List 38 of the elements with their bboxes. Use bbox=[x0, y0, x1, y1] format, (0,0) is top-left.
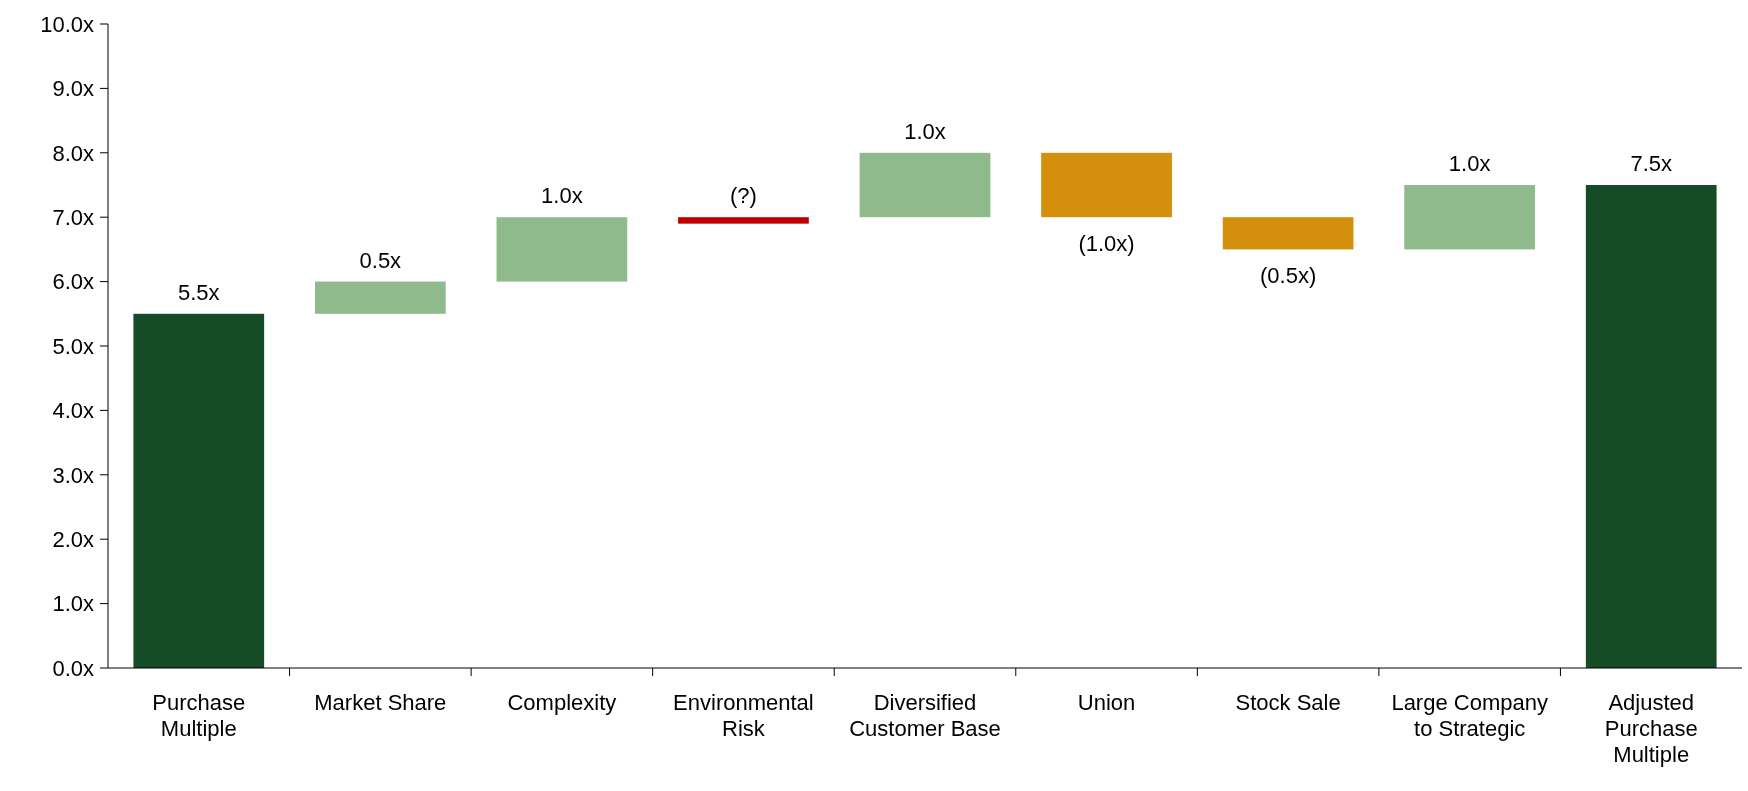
x-tick-label: Complexity bbox=[507, 690, 617, 715]
data-label: 5.5x bbox=[177, 279, 220, 305]
y-tick-label: 1.0x bbox=[52, 591, 94, 617]
y-tick-label: 7.0x bbox=[52, 204, 94, 230]
data-label: 1.0x bbox=[1448, 151, 1491, 176]
bar bbox=[678, 217, 809, 224]
y-tick-label: 2.0x bbox=[52, 526, 94, 552]
y-tick-label: 10.0x bbox=[40, 11, 94, 37]
bar bbox=[496, 217, 628, 282]
bar bbox=[859, 152, 991, 218]
x-tick-label: Stock Sale bbox=[1235, 690, 1341, 715]
data-label: 0.5x bbox=[359, 247, 402, 273]
bar bbox=[1585, 185, 1717, 668]
bar bbox=[1041, 152, 1172, 218]
bar bbox=[314, 281, 446, 314]
data-label: (0.5x) bbox=[1259, 263, 1317, 289]
x-tick-label: Adjusted Purchase Multiple bbox=[1604, 690, 1698, 767]
data-label: 1.0x bbox=[904, 118, 946, 144]
bar bbox=[133, 313, 265, 668]
data-label: 7.5x bbox=[1630, 151, 1673, 176]
y-tick-label: 8.0x bbox=[52, 140, 94, 166]
x-tick-label: Environmental Risk bbox=[673, 690, 814, 741]
x-tick-label: Large Company to Strategic bbox=[1391, 690, 1548, 741]
x-tick-label: Purchase Multiple bbox=[152, 690, 246, 741]
y-tick-label: 9.0x bbox=[52, 76, 94, 102]
y-tick-label: 3.0x bbox=[52, 462, 94, 488]
data-label: 1.0x bbox=[541, 183, 583, 209]
y-tick-label: 5.0x bbox=[52, 333, 94, 359]
y-tick-label: 4.0x bbox=[52, 398, 94, 424]
x-tick-label: Market Share bbox=[314, 690, 447, 715]
bar bbox=[1222, 217, 1354, 250]
data-label: (?) bbox=[730, 183, 757, 209]
y-tick-label: 0.0x bbox=[52, 655, 94, 681]
y-tick-label: 6.0x bbox=[52, 269, 94, 295]
x-tick-label: Union bbox=[1077, 690, 1136, 715]
data-label: (1.0x) bbox=[1078, 231, 1135, 257]
x-tick-label: Diversified Customer Base bbox=[849, 690, 1001, 741]
bar bbox=[1404, 185, 1536, 250]
